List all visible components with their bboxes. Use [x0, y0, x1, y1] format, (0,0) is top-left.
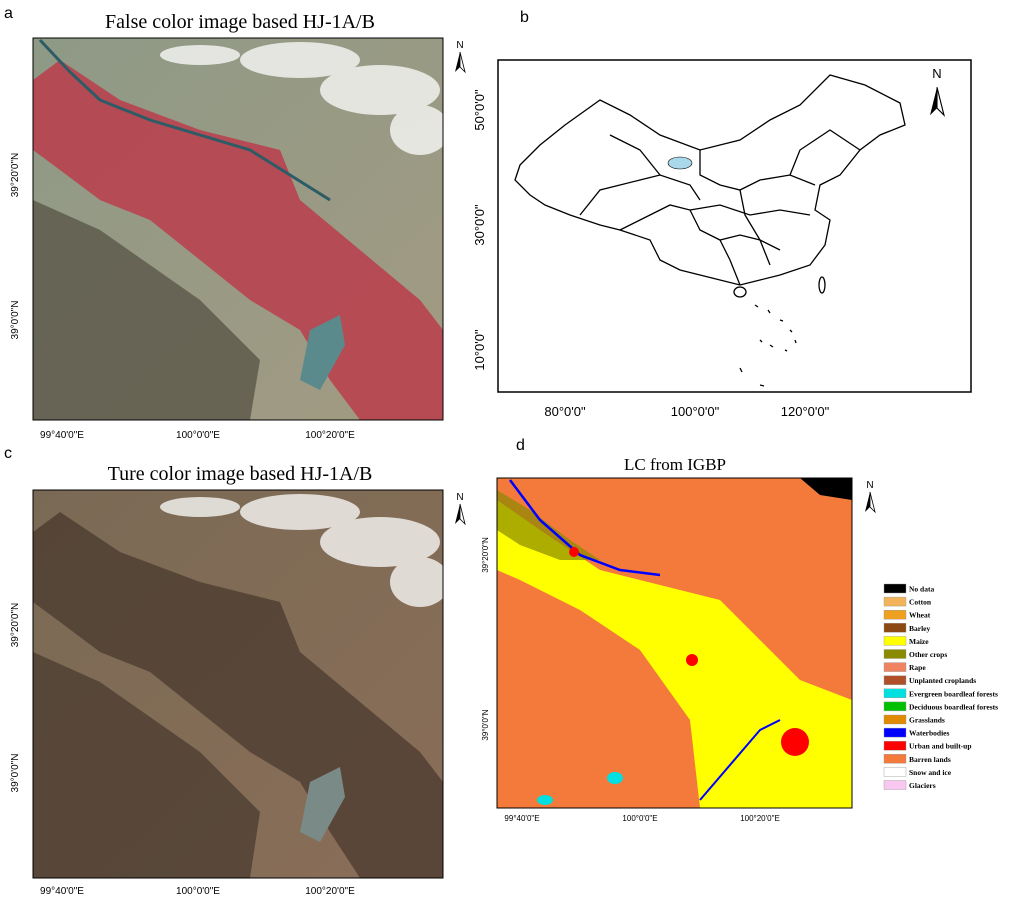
north-arrow	[454, 51, 466, 73]
lon-label: 99°40'0"E	[504, 814, 539, 823]
panel-label: c	[4, 445, 12, 462]
legend-label: Glaciers	[909, 781, 936, 790]
clouds	[160, 494, 450, 607]
study-area	[667, 156, 693, 170]
lon-label: 100°20'0"E	[740, 814, 780, 823]
legend: No data Cotton Wheat Barley Maize Other crops…	[883, 583, 998, 790]
legend-label: No data	[909, 585, 934, 594]
map-frame	[497, 59, 972, 393]
lon-label: 100°20'0"E	[305, 886, 355, 897]
china-map	[514, 74, 906, 387]
legend-swatch	[883, 714, 907, 725]
panel-d: d LC from IGBP 39°20'0"N 39°0'0"N 99°40'…	[481, 437, 876, 823]
other-crops-area	[497, 490, 600, 560]
legend-label: Maize	[909, 637, 929, 646]
forest-patches	[537, 772, 623, 805]
north-label: N	[456, 492, 463, 503]
legend-swatch	[883, 741, 907, 751]
lon-label: 99°40'0"E	[40, 886, 84, 897]
north-label: N	[866, 480, 873, 491]
legend-label: Snow and ice	[909, 768, 952, 777]
panel-title: False color image based HJ-1A/B	[105, 11, 375, 33]
urban-areas	[569, 547, 809, 756]
north-label: N	[932, 66, 941, 81]
lat-label: 39°20'0"N	[10, 603, 21, 648]
legend-swatch	[883, 727, 907, 738]
legend-swatch	[883, 636, 907, 646]
legend-label: Unplanted croplands	[909, 676, 976, 685]
legend-swatch	[883, 662, 907, 672]
north-arrow	[454, 503, 466, 525]
lon-label: 100°0'0"E	[176, 430, 220, 441]
panel-title: LC from IGBP	[624, 455, 726, 474]
panel-c: c Ture color image based HJ-1A/B 39°20'0…	[4, 445, 466, 897]
legend-label: Cotton	[909, 598, 932, 607]
legend-swatch	[883, 780, 907, 790]
legend-label: Deciduous boardleaf forests	[909, 702, 998, 711]
legend-swatch	[883, 688, 907, 698]
panel-label: a	[4, 5, 13, 22]
panel-label: b	[520, 9, 529, 26]
mountains	[33, 200, 260, 420]
river	[509, 479, 661, 577]
maize-area	[497, 500, 852, 808]
lat-label: 39°0'0"N	[481, 709, 490, 740]
lat-label: 10°0'0"	[472, 329, 487, 371]
legend-label: Waterbodies	[909, 729, 949, 738]
lon-label: 100°0'0"	[671, 404, 720, 419]
lat-label: 50°0'0"	[472, 89, 487, 131]
lat-label: 30°0'0"	[472, 204, 487, 246]
lat-label: 39°20'0"N	[10, 153, 21, 198]
frame	[32, 37, 444, 421]
legend-swatch	[883, 610, 907, 620]
panel-a: a False color image based HJ-1A/B 39°20'…	[4, 5, 466, 441]
lon-label: 100°0'0"E	[622, 814, 657, 823]
lon-label: 120°0'0"	[781, 404, 830, 419]
reservoir	[300, 315, 345, 390]
mountains	[33, 652, 260, 878]
legend-swatch	[883, 754, 907, 764]
legend-swatch	[883, 623, 907, 633]
lon-label: 100°20'0"E	[305, 430, 355, 441]
north-arrow	[864, 491, 876, 513]
lon-label: 80°0'0"	[544, 404, 586, 419]
lon-label: 99°40'0"E	[40, 430, 84, 441]
legend-swatch	[883, 767, 907, 777]
lon-label: 100°0'0"E	[176, 886, 220, 897]
legend-label: Barley	[909, 624, 930, 633]
panel-label: d	[516, 437, 525, 454]
river	[38, 38, 331, 202]
legend-swatch	[883, 701, 907, 712]
panel-title: Ture color image based HJ-1A/B	[108, 463, 373, 485]
lat-label: 39°0'0"N	[10, 754, 21, 793]
lat-label: 39°0'0"N	[10, 301, 21, 340]
lat-label: 39°20'0"N	[481, 537, 490, 573]
reservoir	[300, 767, 345, 842]
legend-swatch	[883, 675, 907, 685]
no-data-area	[800, 478, 852, 500]
panel-b: b 50°0'0" 30°0'0" 10°0'0" 80°0'0" 100°0'…	[472, 9, 972, 419]
river	[699, 719, 781, 801]
legend-label: Grasslands	[909, 716, 945, 725]
legend-swatch	[883, 596, 907, 607]
legend-label: Evergreen boardleaf forests	[909, 689, 998, 698]
legend-swatch	[883, 583, 907, 594]
legend-label: Wheat	[909, 611, 931, 620]
legend-label: Barren lands	[909, 755, 951, 764]
legend-label: Rape	[909, 663, 926, 672]
frame	[32, 489, 444, 879]
legend-swatch	[883, 649, 907, 659]
legend-label: Other crops	[909, 650, 947, 659]
frame	[496, 477, 853, 809]
legend-label: Urban and built-up	[909, 742, 972, 751]
north-label: N	[456, 40, 463, 51]
clouds	[160, 42, 450, 155]
